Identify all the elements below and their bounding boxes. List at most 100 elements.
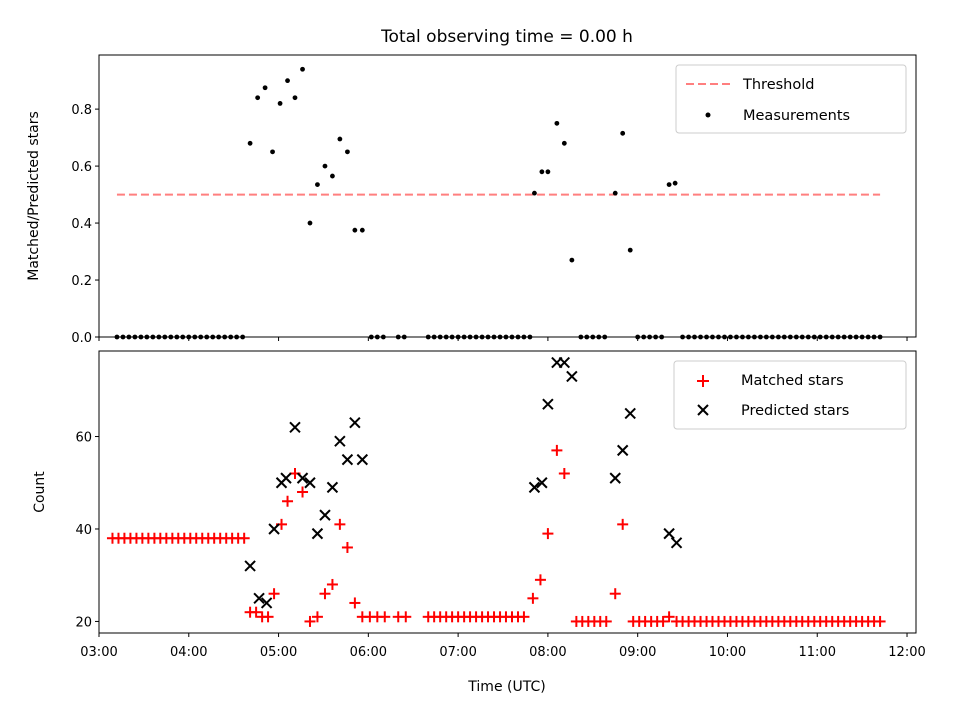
predicted-star-point [296, 472, 309, 484]
matched-star-point [250, 606, 262, 618]
legend-threshold-label: Threshold [742, 77, 814, 93]
matched-star-point [341, 541, 353, 553]
x-tick-label: 03:00 [80, 645, 117, 660]
top-y-axis-label: Matched/Predicted stars [26, 111, 42, 281]
top-legend-box [675, 64, 907, 134]
predicted-star-point [289, 421, 301, 433]
predicted-star-point [356, 453, 369, 466]
predicted-star-point [609, 472, 621, 484]
measurement-point [315, 182, 320, 188]
predicted-star-point [311, 527, 324, 540]
measurement-point [255, 95, 261, 101]
measurement-point [292, 95, 298, 101]
chart-title: Total observing time = 0.00 h [380, 27, 633, 47]
measurement-point [322, 163, 328, 169]
matched-star-point [334, 518, 346, 530]
measurement-point [345, 149, 350, 155]
matched-star-point [349, 597, 361, 609]
matched-star-point [551, 444, 563, 456]
predicted-star-point [616, 444, 629, 457]
matched-star-point [400, 611, 412, 623]
measurement-point [352, 227, 358, 233]
x-tick-label: 08:00 [529, 645, 566, 660]
matched-star-point [326, 578, 338, 590]
predicted-star-point [268, 523, 280, 535]
predicted-star-point [244, 560, 256, 572]
x-tick-label: 06:00 [350, 645, 387, 660]
measurement-point [539, 169, 545, 175]
legend-matched-swatch [697, 375, 709, 387]
matched-star-point [319, 588, 331, 600]
bottom-legend: Matched stars Predicted stars [673, 360, 907, 430]
measurement-point [532, 190, 537, 196]
predicted-star-point [349, 416, 361, 429]
legend-predicted-swatch [697, 404, 709, 416]
predicted-star-point [319, 509, 331, 521]
measurement-point [666, 182, 672, 188]
measurement-point [270, 149, 275, 155]
top-y-tick-label: 0.0 [71, 331, 92, 346]
matched-star-point [379, 611, 391, 623]
measurement-point [561, 140, 567, 146]
measurement-point [300, 66, 305, 72]
measurement-point [337, 136, 343, 142]
predicted-star-point [542, 398, 554, 410]
predicted-star-point [536, 477, 548, 489]
bottom-y-tick-label: 60 [75, 431, 92, 446]
top-y-tick-label: 0.8 [71, 103, 92, 118]
measurement-point [554, 120, 560, 126]
matched-star-point [657, 615, 669, 627]
measurement-point [569, 257, 575, 263]
matched-star-point [311, 611, 323, 623]
bottom-axes-frame [98, 350, 917, 634]
bottom-y-tick-label: 40 [75, 523, 92, 538]
predicted-star-point [326, 481, 339, 494]
predicted-star-point [280, 472, 292, 484]
predicted-star-point [304, 477, 316, 489]
matched-star-point [268, 588, 280, 600]
legend-predicted-label: Predicted stars [741, 403, 849, 419]
bottom-plot-area: 20 40 60 03:00 04:00 05:00 06:00 07:00 08:00 09:0… [75, 356, 926, 660]
bottom-legend-box [673, 360, 907, 430]
predicted-star-point [334, 435, 346, 447]
predicted-star-point [528, 481, 541, 494]
top-legend: Threshold Measurements [675, 64, 907, 134]
legend-measurements-swatch [705, 112, 711, 118]
measurement-point [359, 227, 365, 233]
measurement-point [307, 220, 313, 226]
matched-star-point [518, 611, 530, 623]
x-axis-label: Time (UTC) [467, 679, 545, 695]
matched-star-point [534, 574, 546, 586]
bottom-y-axis-label: Count [32, 471, 48, 513]
measurement-point [262, 85, 268, 91]
legend-matched-label: Matched stars [741, 373, 844, 389]
matched-star-point [663, 611, 675, 623]
x-tick-label: 05:00 [260, 645, 297, 660]
top-y-tick-label: 0.4 [71, 217, 92, 232]
measurement-point [277, 101, 283, 106]
predicted-star-point [558, 356, 571, 369]
top-axes-frame [98, 54, 917, 338]
top-plot-area: 0.0 0.2 0.4 0.6 0.8 [71, 66, 908, 346]
predicted-star-point [260, 597, 273, 609]
matched-star-point [297, 486, 309, 498]
measurement-point [285, 78, 290, 84]
top-panel: Total observing time = 0.00 h 0.00.20.40… [26, 27, 917, 346]
x-tick-label: 07:00 [439, 645, 476, 660]
predicted-star-point [624, 407, 636, 420]
x-tick-label: 10:00 [709, 645, 746, 660]
x-tick-label: 04:00 [170, 645, 207, 660]
matched-star-point [527, 592, 539, 604]
measurement-point [620, 130, 626, 136]
matched-star-point [600, 615, 612, 627]
matched-star-point [262, 611, 274, 623]
measurement-point [612, 190, 618, 196]
matched-star-point [874, 615, 886, 627]
matched-star-point [542, 528, 554, 540]
predicted-star-point [670, 537, 683, 549]
measurement-point [672, 180, 678, 186]
x-tick-label: 12:00 [888, 645, 925, 660]
bottom-y-tick-label: 20 [75, 615, 92, 630]
predicted-star-point [663, 527, 675, 540]
